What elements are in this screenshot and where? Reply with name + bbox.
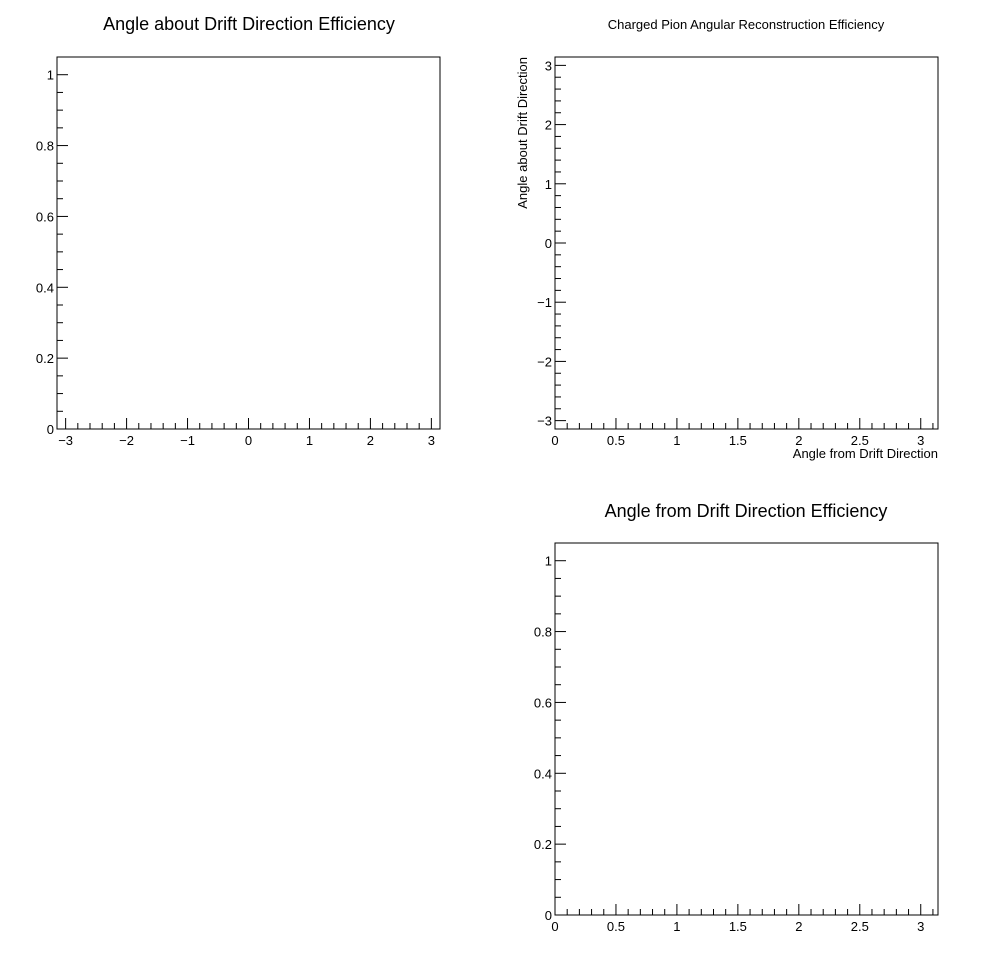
y-tick-label: 1: [545, 554, 552, 569]
panel-angle-about-drift-efficiency: Angle about Drift Direction Efficiency −…: [36, 14, 441, 448]
x-tick-label: 1: [306, 433, 313, 448]
y-tick-label: 0.6: [534, 695, 552, 710]
y-tick-label: 2: [545, 118, 552, 133]
y-tick-label: 0: [545, 236, 552, 251]
x-tick-label: 0: [551, 919, 558, 934]
tick-marks: [554, 64, 934, 429]
y-tick-label: 1: [47, 68, 54, 83]
tick-marks: [554, 542, 934, 916]
chart-title: Angle about Drift Direction Efficiency: [103, 14, 395, 34]
y-tick-label: −1: [537, 295, 552, 310]
y-axis-title: Angle about Drift Direction: [515, 57, 530, 209]
x-tick-label: 0: [245, 433, 252, 448]
x-tick-label: 2.5: [851, 919, 869, 934]
plot-frame: [554, 56, 939, 430]
y-tick-label: 0: [47, 422, 54, 437]
y-tick-label: 0.6: [36, 209, 54, 224]
x-tick-label: 0.5: [607, 919, 625, 934]
tick-labels: −3 −2 −1 0 1 2 3 0 0.2 0.4 0.6 0.8 1: [36, 68, 435, 448]
x-tick-label: 3: [917, 919, 924, 934]
y-tick-label: 0.4: [534, 766, 552, 781]
x-tick-label: 1.5: [729, 919, 747, 934]
x-tick-label: 2.5: [851, 433, 869, 448]
y-tick-label: 0: [545, 908, 552, 923]
x-tick-label: 3: [917, 433, 924, 448]
y-tick-label: 3: [545, 58, 552, 73]
plot-frame: [56, 56, 441, 430]
x-tick-label: 0: [551, 433, 558, 448]
x-tick-label: −3: [58, 433, 73, 448]
x-tick-label: 1.5: [729, 433, 747, 448]
y-tick-label: 0.2: [36, 351, 54, 366]
x-tick-label: 3: [428, 433, 435, 448]
x-tick-label: −1: [180, 433, 195, 448]
x-tick-label: 2: [795, 919, 802, 934]
tick-marks: [57, 56, 432, 430]
chart-title: Angle from Drift Direction Efficiency: [605, 501, 888, 521]
y-tick-label: −2: [537, 354, 552, 369]
plot-frame: [554, 542, 939, 916]
x-axis-title: Angle from Drift Direction: [793, 446, 938, 461]
y-tick-label: 0.4: [36, 280, 54, 295]
y-tick-label: 0.2: [534, 837, 552, 852]
tick-labels: 0 0.5 1 1.5 2 2.5 3 0 0.2 0.4 0.6 0.8 1: [534, 554, 924, 934]
y-tick-label: 0.8: [36, 139, 54, 154]
y-tick-label: 0.8: [534, 625, 552, 640]
chart-title: Charged Pion Angular Reconstruction Effi…: [608, 17, 885, 32]
x-tick-label: 1: [673, 433, 680, 448]
x-tick-label: 2: [367, 433, 374, 448]
x-tick-label: 1: [673, 919, 680, 934]
tick-labels: 0 0.5 1 1.5 2 2.5 3 −3 −2 −1 0 1 2 3: [537, 58, 924, 448]
y-tick-label: 1: [545, 177, 552, 192]
y-tick-label: −3: [537, 414, 552, 429]
x-tick-label: 0.5: [607, 433, 625, 448]
panel-charged-pion-reconstruction-efficiency: Charged Pion Angular Reconstruction Effi…: [515, 17, 939, 461]
x-tick-label: 2: [795, 433, 802, 448]
x-tick-label: −2: [119, 433, 134, 448]
